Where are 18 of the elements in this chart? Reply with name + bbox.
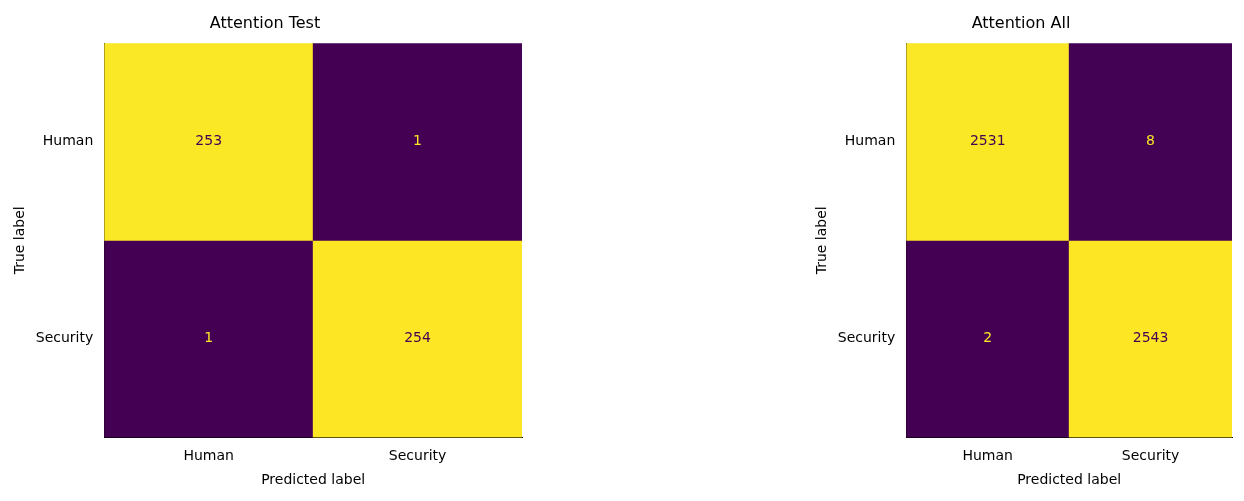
- x-axis-title: Predicted label: [1017, 471, 1122, 488]
- y-axis-title: True label: [11, 206, 28, 276]
- chart-title: Attention All: [971, 12, 1071, 32]
- x-tick-label: Security: [388, 447, 447, 464]
- data-label: 2: [983, 329, 993, 346]
- x-axis-title: Predicted label: [261, 471, 366, 488]
- chart-title: Attention Test: [209, 12, 321, 32]
- data-label: 1: [204, 329, 214, 346]
- data-label: 253: [195, 132, 223, 149]
- y-axis-title: True label: [813, 206, 830, 276]
- data-label: 8: [1146, 132, 1156, 149]
- x-tick-label: Human: [962, 447, 1013, 464]
- x-tick-label: Security: [1121, 447, 1180, 464]
- data-label: 2543: [1132, 329, 1169, 346]
- data-label: 2531: [969, 132, 1006, 149]
- x-tick-label: Human: [183, 447, 234, 464]
- data-label: 1: [413, 132, 423, 149]
- data-label: 254: [404, 329, 432, 346]
